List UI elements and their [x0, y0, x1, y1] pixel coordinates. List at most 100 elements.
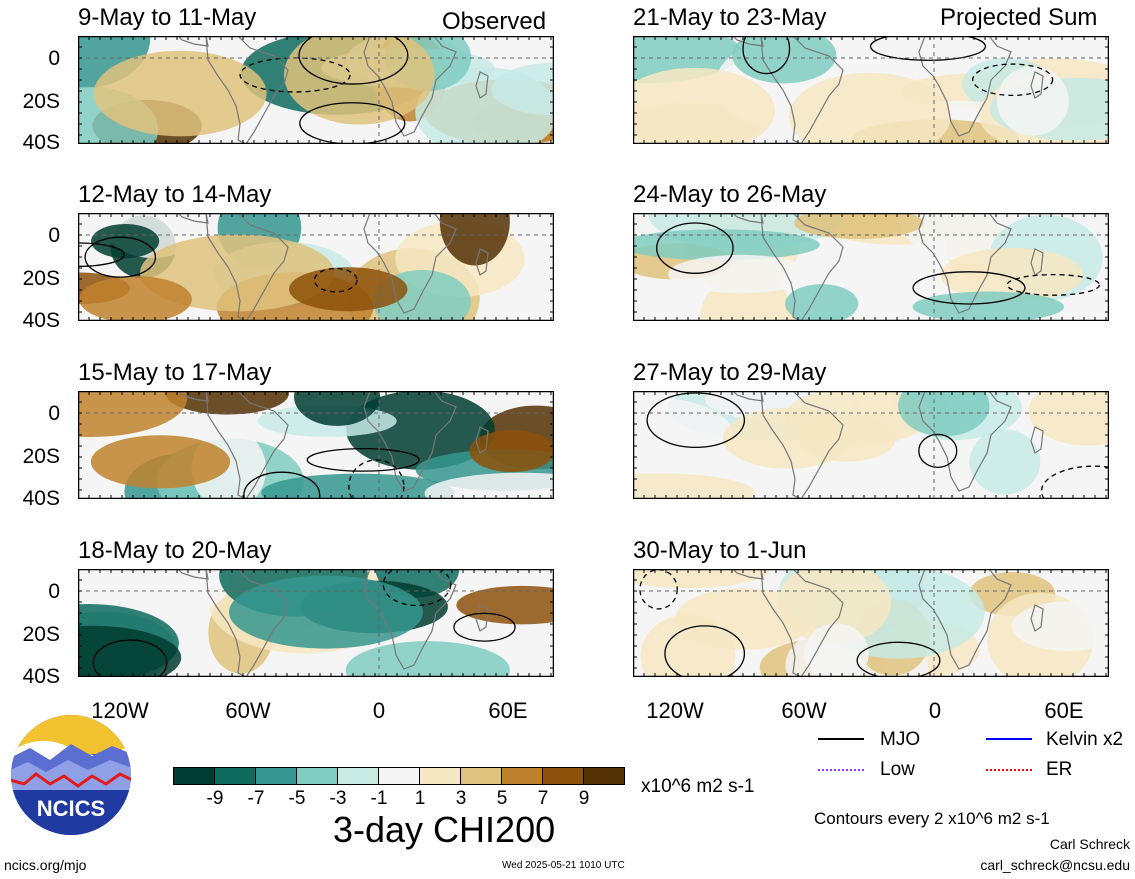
- lon-label-60w: 60W: [225, 698, 271, 723]
- panel-title-4: 18-May to 20-May: [78, 537, 272, 564]
- coastline: [760, 391, 844, 499]
- anomaly-shading: [912, 291, 1065, 321]
- lat-label-40s: 40S: [22, 131, 60, 154]
- coastline: [732, 36, 764, 47]
- lat-label-20s: 20S: [22, 445, 60, 468]
- contour-line: [306, 447, 420, 472]
- legend-low-line: [818, 769, 864, 771]
- logo-text: NCICS: [36, 796, 106, 821]
- coastline: [475, 426, 489, 454]
- coastline: [205, 569, 289, 677]
- observed-header: Observed: [442, 8, 547, 35]
- anomaly-shading: [294, 391, 381, 426]
- colorbar-tick-label: 3: [455, 788, 467, 809]
- panel-frame: [78, 569, 554, 677]
- colorbar-swatch: [502, 768, 543, 784]
- map-panel-6: [633, 213, 1109, 321]
- colorbar-swatch: [379, 768, 420, 784]
- anomaly-shading: [633, 473, 755, 499]
- contour-line: [656, 222, 734, 274]
- panel-title-1: 9-May to 11-May: [78, 4, 257, 31]
- coastline: [760, 36, 844, 144]
- colorbar-tick-label: -3: [329, 788, 347, 809]
- coastline: [760, 569, 844, 677]
- panel-title-8: 30-May to 1-Jun: [633, 537, 807, 564]
- coastline: [918, 569, 1012, 670]
- anomaly-shading: [969, 429, 1041, 495]
- contour-line: [912, 271, 1026, 305]
- contour-line: [664, 625, 746, 677]
- coastline: [475, 248, 489, 276]
- panel-frame: [78, 36, 554, 144]
- anomaly-shading: [777, 569, 892, 645]
- coastline: [205, 36, 289, 144]
- colorbar-tick-label: -5: [288, 788, 306, 809]
- colorbar-units: x10^6 m2 s-1: [641, 776, 755, 797]
- contour-line: [243, 471, 321, 499]
- contour-line: [1006, 273, 1101, 296]
- coastline: [760, 213, 844, 321]
- coastline: [205, 213, 289, 321]
- colorbar-swatch: [174, 768, 215, 784]
- lat-label-0: 0: [48, 224, 60, 247]
- contour-line: [84, 236, 157, 278]
- colorbar-tick-label: 7: [537, 788, 549, 809]
- anomaly-shading: [415, 67, 554, 144]
- projected-sum-header: Projected Sum: [940, 4, 1098, 31]
- coastline: [177, 569, 209, 580]
- coastline: [1030, 248, 1044, 276]
- contour-line: [972, 63, 1054, 96]
- contour-line: [869, 36, 987, 61]
- lon-label-0: 0: [928, 698, 942, 723]
- anomaly-shading: [668, 254, 814, 294]
- contour-note: Contours every 2 x10^6 m2 s-1: [814, 809, 1050, 828]
- coastline: [732, 213, 764, 224]
- map-panel-5: [633, 36, 1109, 144]
- lon-label-120w: 120W: [91, 698, 149, 723]
- coastline: [177, 391, 209, 402]
- lat-label-0: 0: [48, 580, 60, 603]
- anomaly-shading: [469, 429, 554, 473]
- coastline: [1030, 71, 1044, 99]
- anomaly-shading: [633, 397, 734, 474]
- anomaly-shading: [996, 66, 1069, 136]
- lat-label-0: 0: [48, 47, 60, 70]
- lon-label-60e: 60E: [488, 698, 528, 723]
- anomaly-shading: [785, 284, 859, 321]
- legend-mjo-line: [818, 738, 864, 740]
- legend-low-label: Low: [880, 759, 915, 780]
- anomaly-shading: [78, 625, 182, 677]
- colorbar-swatch: [215, 768, 256, 784]
- anomaly-shading: [78, 36, 151, 89]
- anomaly-shading: [1028, 391, 1109, 446]
- footer-url[interactable]: ncics.org/mjo: [4, 857, 87, 873]
- anomaly-shading: [165, 391, 289, 415]
- contour-line: [298, 36, 409, 85]
- anomaly-shading: [439, 213, 510, 266]
- anomaly-shading: [940, 247, 1084, 302]
- coastline: [205, 391, 289, 499]
- coastline: [177, 36, 209, 47]
- colorbar-tick-label: -9: [206, 788, 224, 809]
- colorbar-tick-label: 5: [496, 788, 508, 809]
- contour-line: [348, 459, 405, 499]
- panel-frame: [633, 391, 1109, 499]
- footer-email[interactable]: carl_schreck@ncsu.edu: [980, 857, 1130, 873]
- lon-label-60e: 60E: [1044, 698, 1084, 723]
- anomaly-shading: [789, 72, 951, 144]
- contour-line: [918, 433, 958, 469]
- colorbar: [173, 767, 625, 785]
- coastline: [475, 71, 489, 99]
- colorbar-swatch: [420, 768, 461, 784]
- coastline: [1030, 604, 1044, 632]
- coastline: [918, 36, 1012, 137]
- panel-frame: [78, 391, 554, 499]
- lat-label-0: 0: [48, 402, 60, 425]
- footer-timestamp: Wed 2025-05-21 1010 UTC: [502, 860, 625, 871]
- coastline: [363, 391, 457, 492]
- legend-er-label: ER: [1046, 759, 1073, 780]
- colorbar-swatch: [543, 768, 584, 784]
- map-panel-8: [633, 569, 1109, 677]
- anomaly-shading: [804, 623, 869, 677]
- contour-line: [382, 569, 452, 607]
